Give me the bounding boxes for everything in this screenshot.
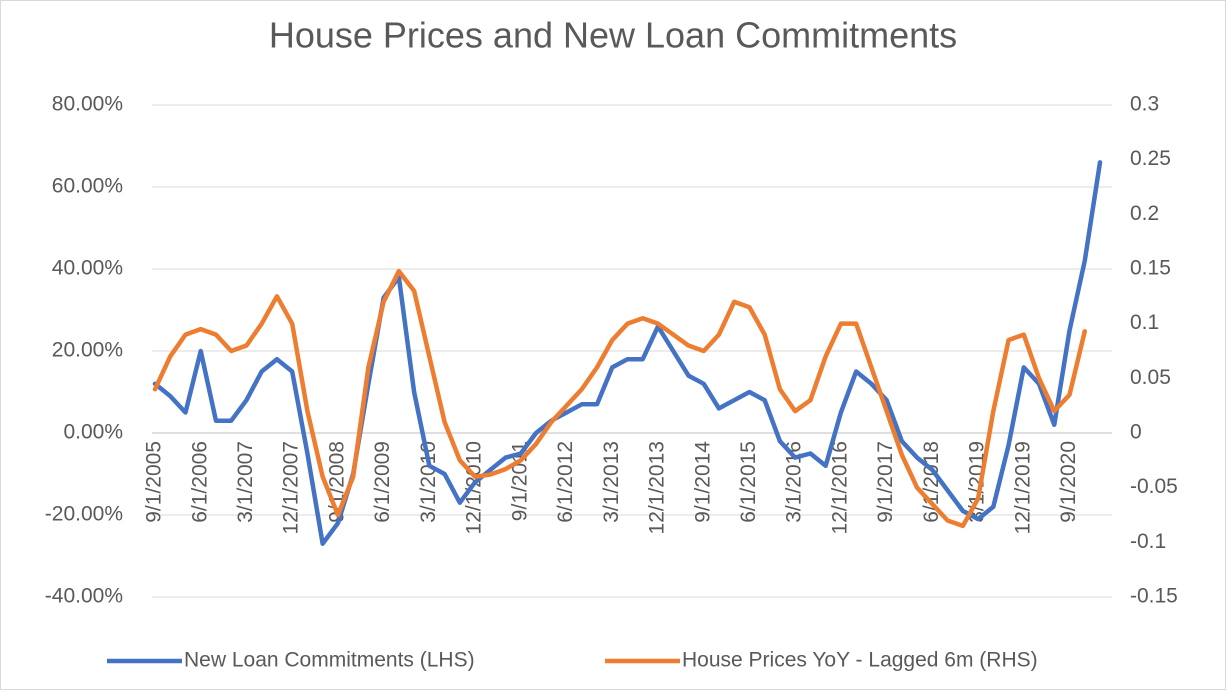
x-tick-label: 6/1/2006 [188, 441, 211, 523]
x-tick-label: 12/1/2007 [280, 441, 303, 534]
series-line [152, 268, 1088, 529]
y2-tick-label: 0.05 [1130, 366, 1171, 389]
y2-tick-label: 0.25 [1130, 147, 1171, 170]
x-tick-label: 6/1/2009 [371, 441, 394, 523]
x-tick-label: 6/1/2012 [554, 441, 577, 523]
x-tick-label: 12/1/2019 [1011, 441, 1034, 534]
x-tick-label: 12/1/2016 [828, 441, 851, 534]
y2-tick-label: -0.1 [1130, 530, 1166, 553]
y2-tick-label: 0.15 [1130, 257, 1171, 280]
x-tick-label: 9/1/2005 [143, 441, 166, 523]
y2-tick-label: -0.05 [1130, 475, 1178, 498]
y2-tick-label: 0.1 [1130, 311, 1159, 334]
x-tick-label: 12/1/2010 [463, 441, 486, 534]
y-tick-label: -20.00% [45, 503, 123, 526]
y-tick-label: 60.00% [52, 175, 123, 198]
y2-tick-label: 0.2 [1130, 202, 1159, 225]
legend-label: New Loan Commitments (LHS) [184, 649, 475, 672]
y-tick-label: 0.00% [63, 421, 123, 444]
x-tick-label: 12/1/2013 [646, 441, 669, 534]
x-tick-label: 3/1/2010 [417, 441, 440, 523]
y-tick-label: 20.00% [52, 339, 123, 362]
x-tick-label: 9/1/2014 [691, 441, 714, 523]
y-tick-label: 40.00% [52, 257, 123, 280]
chart-title: House Prices and New Loan Commitments [269, 15, 957, 56]
x-tick-label: 3/1/2007 [234, 441, 257, 523]
x-tick-label: 9/1/2011 [508, 441, 531, 521]
y-tick-label: 80.00% [52, 93, 123, 116]
x-tick-label: 6/1/2015 [737, 441, 760, 523]
y2-tick-label: -0.15 [1130, 585, 1178, 608]
x-tick-label: 9/1/2017 [874, 441, 897, 523]
y2-tick-label: 0.3 [1130, 93, 1159, 116]
x-tick-label: 3/1/2013 [600, 441, 623, 523]
x-tick-label: 9/1/2020 [1057, 441, 1080, 523]
x-tick-label: 3/1/2016 [783, 441, 806, 523]
series-line [152, 160, 1103, 546]
y-tick-label: -40.00% [45, 585, 123, 608]
x-tick-label: 6/1/2018 [920, 441, 943, 523]
legend-label: House Prices YoY - Lagged 6m (RHS) [682, 649, 1038, 672]
y2-tick-label: 0 [1130, 421, 1142, 444]
